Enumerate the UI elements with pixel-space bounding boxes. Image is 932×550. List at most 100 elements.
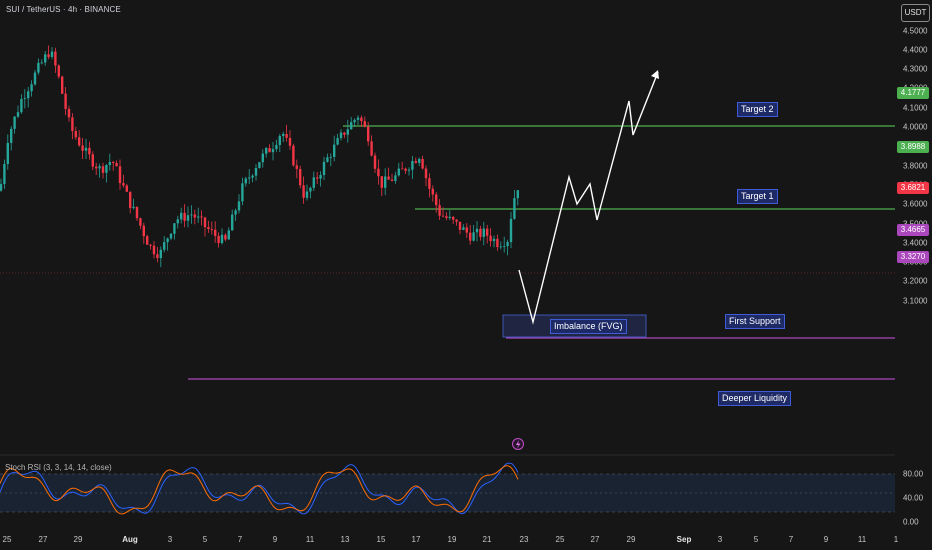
price-badge-purple: 3.3270	[897, 250, 929, 263]
candle-body	[394, 175, 397, 181]
price-axis-label: 4.3000	[903, 64, 928, 74]
candle-body	[220, 234, 224, 244]
candle-body	[74, 131, 77, 138]
candle-body	[254, 168, 258, 176]
candle-body	[169, 233, 173, 239]
candle-body	[285, 133, 288, 138]
currency-button[interactable]: USDT	[901, 4, 930, 22]
candle-body	[173, 223, 176, 234]
candle-body	[407, 169, 411, 171]
price-axis-label: 4.0000	[903, 122, 928, 132]
candle-body	[71, 117, 74, 132]
indicator-label[interactable]: Stoch RSI (3, 3, 14, 14, close)	[5, 463, 112, 472]
time-axis-label: 19	[447, 535, 457, 544]
candle-body	[50, 51, 54, 57]
first-support-label[interactable]: First Support	[725, 314, 785, 329]
candle-body	[401, 168, 404, 170]
price-badge-red: 3.6821	[897, 182, 929, 195]
candle-body	[67, 108, 71, 118]
time-axis-label: 29	[626, 535, 636, 544]
time-axis-label: 11	[857, 535, 867, 544]
candle-body	[10, 128, 13, 143]
candle-body	[326, 157, 329, 162]
time-axis-label: 5	[753, 535, 759, 544]
price-badge-green: 4.1777	[897, 86, 929, 99]
candle-body	[142, 225, 145, 237]
candle-body	[115, 163, 118, 167]
candle-body	[288, 137, 292, 146]
candle-body	[81, 145, 84, 151]
candle-body	[224, 234, 227, 240]
rsi-axis-80: 80.00	[903, 469, 924, 479]
candle-body	[44, 54, 47, 63]
time-axis-label: 5	[202, 535, 208, 544]
candle-body	[475, 228, 479, 233]
candle-body	[132, 206, 135, 209]
candle-body	[13, 116, 16, 129]
candle-body	[258, 162, 261, 169]
candle-body	[438, 205, 441, 216]
candle-body	[118, 166, 122, 184]
price-axis-label: 4.5000	[903, 26, 928, 35]
time-axis-label: 25	[555, 535, 565, 544]
time-axis-label: 3	[167, 535, 173, 544]
candle-body	[482, 228, 485, 237]
candle-body	[316, 177, 319, 179]
time-axis-label: 21	[482, 535, 492, 544]
projection-arrowhead	[651, 70, 659, 79]
candle-body	[486, 228, 489, 236]
fvg-label[interactable]: Imbalance (FVG)	[550, 319, 627, 334]
candle-body	[305, 191, 309, 198]
candle-body	[88, 147, 91, 155]
time-axis-label: 1	[893, 535, 899, 544]
candle-body	[129, 191, 132, 209]
candle-body	[180, 212, 183, 220]
candle-body	[509, 218, 513, 243]
candle-body	[214, 229, 217, 236]
candle-body	[61, 76, 64, 94]
candle-body	[200, 216, 203, 218]
candle-body	[479, 228, 482, 237]
candle-body	[159, 249, 162, 259]
time-axis-label: 13	[340, 535, 350, 544]
target2-label[interactable]: Target 2	[737, 102, 778, 117]
candle-body	[469, 232, 472, 241]
deeper-liquidity-label[interactable]: Deeper Liquidity	[718, 391, 792, 406]
candle-body	[373, 155, 377, 169]
candle-body	[105, 164, 108, 173]
candle-body	[452, 216, 455, 220]
candle-body	[210, 229, 213, 230]
candle-body	[513, 198, 516, 219]
time-axis-label: 23	[519, 535, 529, 544]
candle-body	[193, 214, 196, 218]
candle-body	[390, 179, 394, 181]
candle-body	[275, 144, 278, 150]
symbol-title[interactable]: SUI / TetherUS · 4h · BINANCE	[6, 5, 121, 14]
candle-body	[6, 142, 9, 164]
candle-body	[278, 136, 281, 145]
candle-body	[445, 216, 448, 219]
candle-body	[125, 185, 128, 192]
candle-body	[112, 162, 115, 164]
candle-body	[292, 145, 295, 166]
candle-body	[299, 169, 302, 186]
candle-body	[322, 161, 326, 176]
target1-label[interactable]: Target 1	[737, 189, 778, 204]
candle-body	[84, 147, 88, 151]
candle-body	[462, 227, 465, 230]
candle-body	[312, 177, 315, 188]
candle-body	[30, 84, 33, 92]
candle-body	[516, 190, 519, 199]
candle-body	[64, 93, 67, 109]
candles-group	[0, 45, 519, 268]
candle-body	[251, 175, 254, 178]
price-axis-label: 4.4000	[903, 45, 928, 55]
projection-path[interactable]	[518, 71, 659, 325]
price-axis-label: 4.1000	[903, 103, 928, 113]
candle-body	[190, 214, 193, 216]
candle-body	[472, 232, 475, 241]
candle-body	[492, 238, 496, 242]
time-axis-label: Sep	[676, 535, 692, 544]
